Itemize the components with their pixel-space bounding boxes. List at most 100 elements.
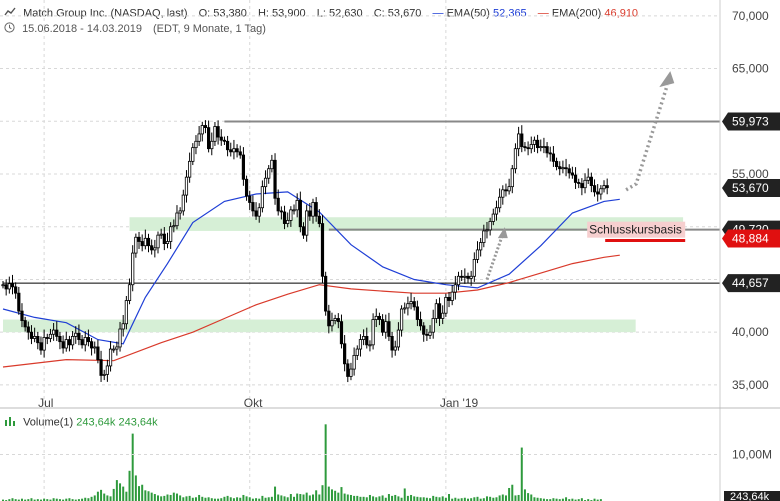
candle	[460, 270, 464, 282]
candle	[374, 308, 378, 328]
volume-bar	[599, 499, 602, 501]
candle-body	[143, 237, 147, 247]
candle	[1, 281, 5, 289]
candle-body	[14, 286, 18, 294]
candle	[336, 313, 340, 329]
volume-bar	[391, 495, 394, 501]
candle	[305, 204, 309, 242]
candle-body	[447, 296, 451, 301]
candle-body	[336, 318, 340, 323]
volume-bar	[565, 497, 568, 501]
ema200-line	[2, 254, 620, 368]
candle-body	[282, 211, 287, 224]
y-tick-label: 40,000	[732, 325, 769, 339]
candle-body	[102, 373, 106, 376]
volume-bar	[93, 495, 96, 501]
candle	[542, 137, 546, 154]
candle-body	[7, 283, 11, 290]
volume-bar	[444, 497, 447, 501]
volume-badge-bg	[724, 491, 780, 501]
candle-body	[352, 354, 356, 370]
candle-body	[317, 215, 321, 224]
volume-bar	[441, 496, 444, 501]
ema200-value: 46,910	[604, 7, 639, 20]
candle-body	[4, 284, 8, 290]
volume-bar	[378, 496, 381, 501]
candle	[105, 359, 109, 382]
candle-body	[156, 234, 160, 249]
candle	[469, 270, 473, 286]
candle	[10, 274, 15, 295]
candle-body	[339, 321, 344, 345]
volume-bar	[517, 494, 520, 501]
price-badge-bg	[722, 112, 780, 131]
candle-body	[241, 154, 246, 180]
volume-bar	[283, 496, 286, 501]
chart-pattern-icon[interactable]	[4, 6, 16, 21]
candle-body	[184, 176, 189, 196]
volume-bar	[485, 496, 488, 501]
volume-bar	[368, 494, 371, 501]
candle-body	[507, 186, 511, 192]
candle	[485, 221, 489, 239]
candle	[479, 238, 483, 257]
candle-body	[64, 339, 68, 349]
candle-body	[529, 144, 533, 150]
chart-header: Match Group Inc. (NASDAQ, last) O: 53,38…	[0, 4, 720, 38]
volume-bar	[296, 493, 299, 501]
timeframe-meta: (EDT, 9 Monate, 1 Tag)	[153, 22, 266, 35]
candle	[437, 297, 442, 326]
candle	[589, 172, 593, 193]
candle-body	[45, 337, 49, 339]
volume-bar	[406, 495, 409, 501]
volume-bar	[397, 496, 400, 501]
candle-body	[466, 275, 470, 279]
candle-body	[238, 151, 242, 156]
volume-bar	[172, 492, 175, 501]
volume-bar	[587, 499, 590, 501]
volume-bar	[571, 498, 574, 501]
candle-body	[504, 189, 508, 192]
candle	[156, 231, 160, 254]
candle-body	[96, 346, 100, 361]
volume-bar	[359, 496, 362, 501]
candle	[86, 329, 91, 347]
candle-body	[83, 337, 87, 346]
candle-body	[17, 292, 21, 312]
volume-bar	[356, 495, 359, 501]
candle	[184, 170, 189, 203]
candle-body	[437, 303, 442, 319]
candle	[17, 286, 21, 315]
volume-bar	[220, 498, 223, 501]
high-label: H:	[257, 7, 269, 20]
volume-bar	[134, 475, 137, 501]
clock-icon	[4, 22, 15, 36]
candle	[96, 339, 100, 364]
volume-bar	[270, 496, 273, 501]
candle-body	[150, 245, 154, 251]
ohlc-row: Match Group Inc. (NASDAQ, last) O: 53,38…	[4, 6, 638, 21]
candle-body	[415, 306, 419, 320]
x-tick-label: Jan '19	[440, 396, 479, 410]
candle-body	[526, 147, 530, 150]
volume-bar	[77, 499, 80, 501]
volume-bar	[43, 498, 46, 501]
candle	[450, 285, 454, 306]
volume-bar	[226, 495, 229, 501]
volume-bar	[160, 496, 163, 501]
volume-bar	[157, 495, 159, 501]
date-range: 15.06.2018 - 14.03.2019	[22, 22, 142, 35]
volume-bar	[593, 498, 596, 501]
volume-bar	[185, 496, 188, 501]
candle-body	[330, 320, 334, 327]
candle	[74, 326, 78, 344]
volume-bar	[33, 499, 36, 501]
candle-body	[520, 133, 524, 147]
volume-bar	[207, 497, 210, 501]
candle-body	[207, 127, 211, 150]
volume-bar	[346, 494, 349, 501]
volume-bar	[381, 495, 384, 501]
candle	[77, 324, 81, 346]
candle-body	[602, 185, 606, 190]
